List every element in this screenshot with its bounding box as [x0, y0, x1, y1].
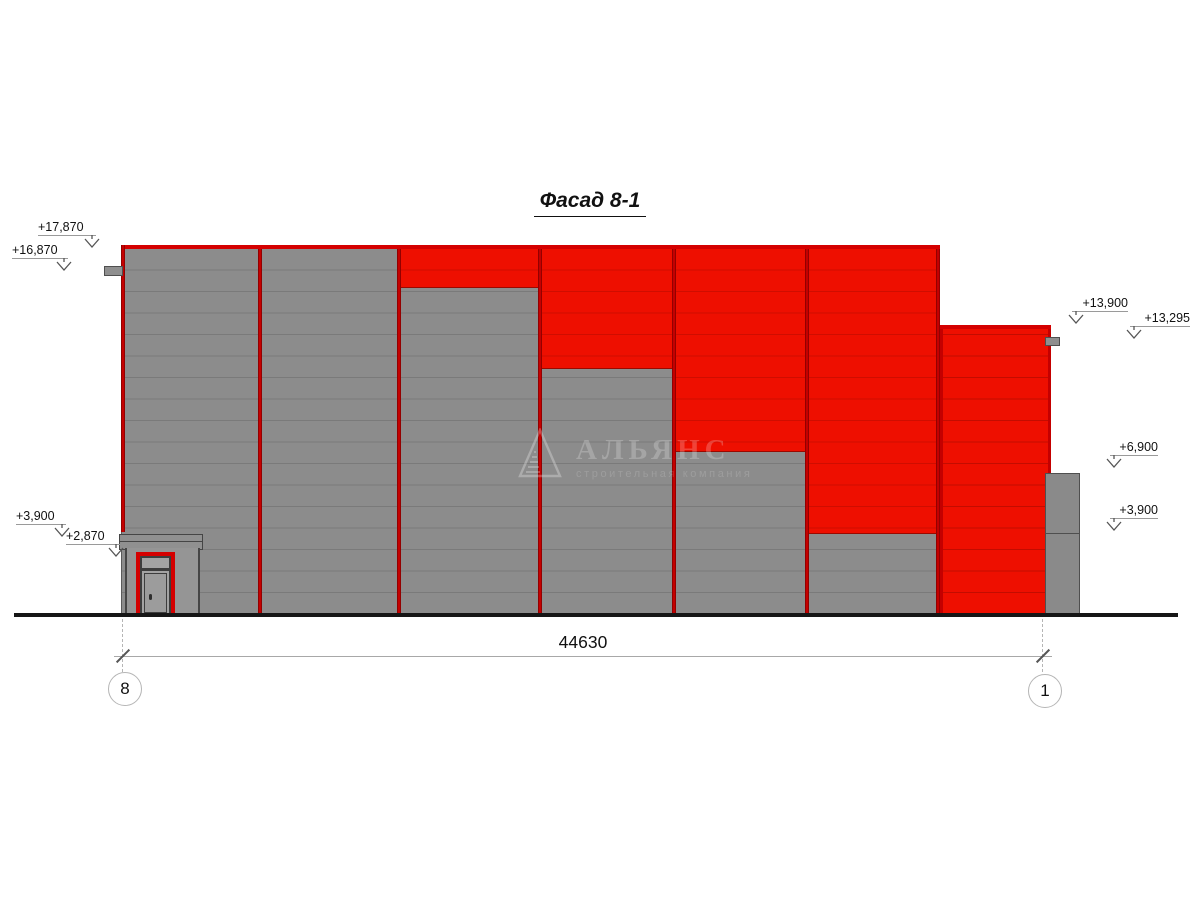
- vestibule-roof-line: [120, 541, 202, 542]
- drawing-title-wrap: Фасад 8-1: [450, 189, 730, 217]
- canopy-tab-right: [1045, 337, 1060, 346]
- elevation-value: +3,900: [1119, 503, 1158, 517]
- door-handle-icon: [149, 594, 152, 600]
- mullion-1: [258, 249, 262, 614]
- red-cladding-step-bay4: [538, 249, 672, 369]
- extension-line-left: [122, 619, 123, 672]
- elevation-value: +16,870: [12, 243, 58, 257]
- roof-parapet-border: [121, 245, 940, 249]
- mullion-2: [397, 249, 401, 614]
- elevation-arrow-icon: [84, 235, 100, 248]
- mullion-3: [538, 249, 542, 614]
- door-transom-bar: [142, 568, 169, 571]
- elevation-mark-16870: +16,870: [12, 243, 72, 271]
- corner-mullion-left: [121, 245, 125, 532]
- elevation-value: +3,900: [16, 509, 55, 523]
- mullion-6: [936, 249, 940, 614]
- elevation-value: +6,900: [1119, 440, 1158, 454]
- elevation-mark-13900: +13,900: [1068, 296, 1128, 324]
- elevation-mark-2870: +2,870: [66, 529, 124, 557]
- elevation-mark-13295: +13,295: [1126, 311, 1190, 339]
- dimension-value: 44630: [558, 632, 608, 652]
- red-cladding-step-bay6: [805, 249, 940, 534]
- elevation-value: +2,870: [66, 529, 105, 543]
- elevation-arrow-icon: [1106, 518, 1122, 531]
- ground-line: [14, 613, 1178, 617]
- elevation-value: +13,900: [1082, 296, 1128, 310]
- grid-axis-bubble-1: 1: [1028, 674, 1062, 708]
- entrance-door-frame: [136, 552, 175, 614]
- grid-axis-label: 8: [120, 679, 130, 698]
- elevation-arrow-icon: [1068, 311, 1084, 324]
- side-annex-joint-line: [1046, 533, 1079, 534]
- bay7-panel-joint-lines: [943, 329, 1048, 613]
- elevation-arrow-icon: [108, 544, 124, 557]
- mullion-4: [672, 249, 676, 614]
- elevation-arrow-icon: [56, 258, 72, 271]
- grid-axis-bubble-8: 8: [108, 672, 142, 706]
- elevation-arrow-icon: [1126, 326, 1142, 339]
- entrance-door: [140, 556, 171, 614]
- mullion-5: [805, 249, 809, 614]
- drawing-title: Фасад 8-1: [533, 189, 647, 217]
- elevation-arrow-icon: [54, 524, 70, 537]
- elevation-mark-17870: +17,870: [38, 220, 100, 248]
- elevation-value: +17,870: [38, 220, 84, 234]
- grid-axis-label: 1: [1040, 681, 1050, 700]
- left-edge-lower-outline: [121, 532, 122, 614]
- elevation-value: +13,295: [1144, 311, 1190, 325]
- canopy-tab-left: [104, 266, 123, 276]
- extension-line-right: [1042, 619, 1043, 672]
- bay7-roof-border: [940, 325, 1051, 329]
- dimension-line: [114, 656, 1052, 657]
- building-bay7-block: [940, 325, 1051, 614]
- elevation-mark-3900-right: +3,900: [1106, 503, 1158, 531]
- elevation-mark-3900-left: +3,900: [16, 509, 70, 537]
- side-annex-right: [1045, 473, 1080, 615]
- door-leaf: [144, 573, 167, 613]
- elevation-mark-6900: +6,900: [1106, 440, 1158, 468]
- red-cladding-step-bay3: [397, 249, 538, 288]
- building-main-block: [121, 245, 940, 614]
- elevation-arrow-icon: [1106, 455, 1122, 468]
- red-cladding-step-bay5: [672, 249, 805, 452]
